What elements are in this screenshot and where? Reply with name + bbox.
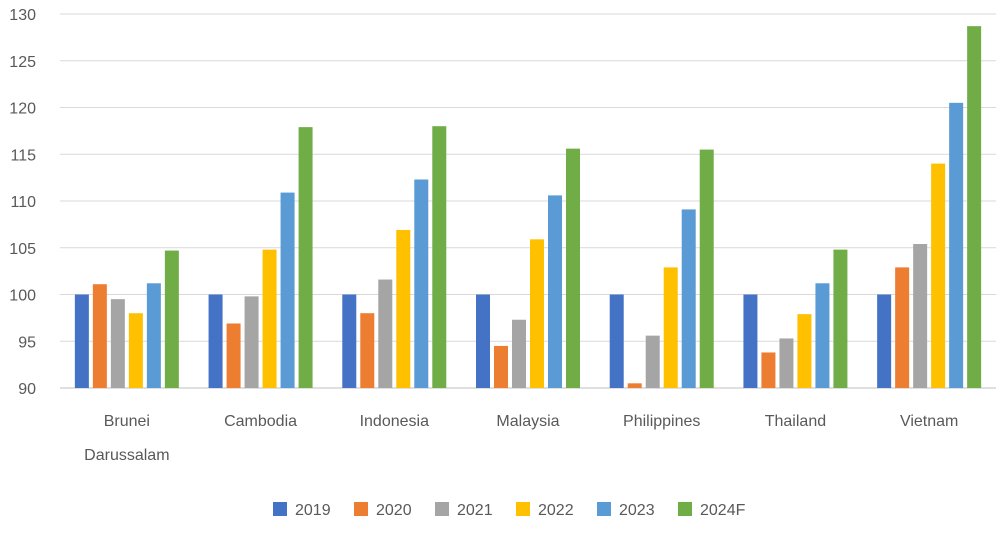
bar [494, 345, 508, 388]
bar [877, 294, 892, 388]
legend-label: 2020 [376, 502, 412, 519]
bar [833, 249, 848, 388]
legend-label: 2022 [538, 502, 574, 519]
bar [280, 192, 295, 388]
legend-label: 2019 [295, 502, 331, 519]
y-axis-ticks: 90 95 100 105 110 115 120 125 130 [9, 7, 36, 398]
bar [530, 239, 544, 388]
y-tick-label: 105 [9, 241, 36, 258]
bar [967, 26, 982, 389]
bar [645, 335, 660, 388]
bar [609, 294, 624, 388]
y-tick-label: 130 [9, 7, 36, 24]
y-tick-label: 90 [18, 381, 36, 398]
bar [164, 250, 179, 388]
bar [627, 383, 642, 388]
bar [797, 314, 812, 388]
legend-swatch [516, 502, 530, 516]
bar [396, 229, 411, 388]
legend-swatch [435, 502, 449, 516]
bar [146, 283, 161, 388]
y-tick-label: 125 [9, 54, 36, 71]
bar [761, 352, 776, 388]
legend-swatch [354, 502, 368, 516]
bar [815, 283, 830, 388]
x-category-label: Indonesia [360, 413, 429, 430]
bar [779, 338, 794, 388]
legend-label: 2024F [700, 502, 746, 519]
y-tick-label: 110 [10, 194, 36, 211]
gridlines [60, 13, 996, 389]
x-category-label: Thailand [765, 413, 826, 430]
x-category-label: Malaysia [496, 413, 559, 430]
bar [244, 296, 259, 388]
bar [92, 284, 107, 388]
legend-swatch [678, 502, 692, 516]
bars [74, 26, 982, 389]
bar [208, 294, 223, 388]
bar [414, 179, 429, 388]
y-tick-label: 120 [9, 101, 36, 118]
bar [895, 267, 910, 388]
legend-swatch [597, 502, 611, 516]
bar [743, 294, 758, 388]
bar [226, 323, 241, 388]
bar [110, 299, 125, 388]
x-category-label: Cambodia [224, 413, 297, 430]
bar [74, 294, 89, 388]
bar [663, 267, 678, 388]
bar [128, 313, 143, 388]
legend-label: 2023 [619, 502, 655, 519]
bar [949, 102, 964, 388]
bar [342, 294, 357, 388]
legend-swatch [273, 502, 287, 516]
y-tick-label: 115 [10, 147, 36, 164]
bar [548, 195, 562, 388]
y-tick-label: 100 [9, 288, 36, 305]
bar [378, 279, 393, 388]
x-category-label: Philippines [623, 413, 700, 430]
bar [476, 294, 490, 388]
legend-label: 2021 [457, 502, 493, 519]
bar [699, 149, 714, 388]
bar [931, 163, 946, 388]
bar [512, 319, 526, 388]
bar [262, 249, 277, 388]
y-tick-label: 95 [18, 334, 36, 351]
bar [432, 126, 447, 388]
bar [298, 127, 313, 388]
bar [681, 209, 696, 388]
x-category-label: Brunei Darussalam [84, 413, 169, 464]
x-axis-labels: Brunei Darussalam Cambodia Indonesia Malaysi… [84, 413, 958, 464]
x-category-label: Vietnam [900, 413, 958, 430]
bar [566, 148, 580, 388]
bar [360, 313, 375, 388]
bar [913, 244, 928, 388]
legend: 2019 2020 2021 2022 2023 2024F [273, 502, 746, 519]
